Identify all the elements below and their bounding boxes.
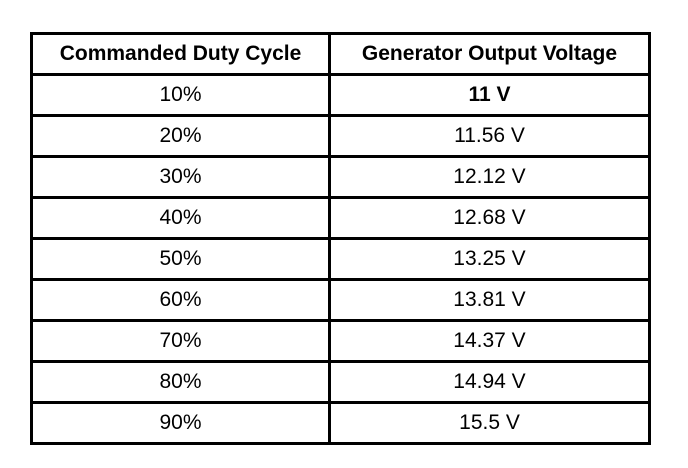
header-commanded-duty-cycle: Commanded Duty Cycle	[30, 32, 331, 76]
duty-cycle-cell: 60%	[30, 278, 331, 322]
voltage-cell: 14.37 V	[328, 319, 651, 363]
voltage-cell: 12.12 V	[328, 155, 651, 199]
voltage-cell: 15.5 V	[328, 401, 651, 445]
table-row: 80% 14.94 V	[30, 360, 651, 404]
table-row: 10% 11 V	[30, 73, 651, 117]
table-header-row: Commanded Duty Cycle Generator Output Vo…	[30, 32, 651, 76]
duty-cycle-cell: 80%	[30, 360, 331, 404]
table-row: 20% 11.56 V	[30, 114, 651, 158]
duty-cycle-cell: 70%	[30, 319, 331, 363]
table-row: 60% 13.81 V	[30, 278, 651, 322]
table-row: 70% 14.37 V	[30, 319, 651, 363]
duty-cycle-cell: 90%	[30, 401, 331, 445]
voltage-cell: 12.68 V	[328, 196, 651, 240]
table-row: 30% 12.12 V	[30, 155, 651, 199]
duty-cycle-voltage-table: Commanded Duty Cycle Generator Output Vo…	[30, 32, 651, 445]
duty-cycle-cell: 30%	[30, 155, 331, 199]
voltage-cell: 13.25 V	[328, 237, 651, 281]
duty-cycle-cell: 50%	[30, 237, 331, 281]
duty-cycle-cell: 10%	[30, 73, 331, 117]
voltage-cell: 11 V	[328, 73, 651, 117]
voltage-cell: 13.81 V	[328, 278, 651, 322]
voltage-cell: 11.56 V	[328, 114, 651, 158]
table-row: 90% 15.5 V	[30, 401, 651, 445]
duty-cycle-cell: 40%	[30, 196, 331, 240]
header-generator-output-voltage: Generator Output Voltage	[328, 32, 651, 76]
voltage-cell: 14.94 V	[328, 360, 651, 404]
duty-cycle-cell: 20%	[30, 114, 331, 158]
table-row: 50% 13.25 V	[30, 237, 651, 281]
table-row: 40% 12.68 V	[30, 196, 651, 240]
